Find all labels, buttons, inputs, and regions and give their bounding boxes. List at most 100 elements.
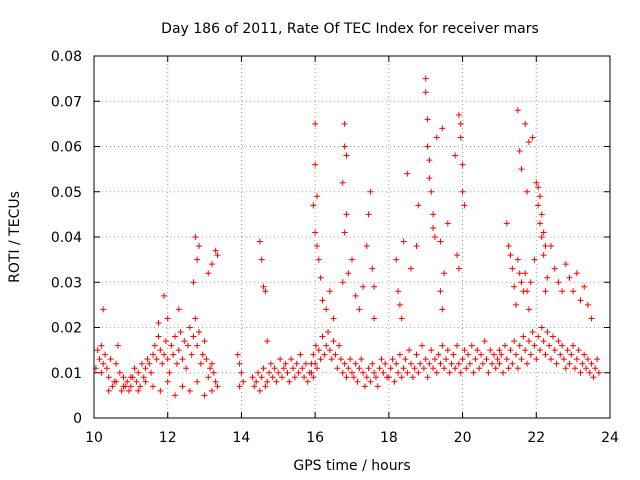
data-point [192,315,199,322]
data-point [507,347,514,354]
data-point [341,360,348,367]
data-point [455,265,462,272]
data-point [317,356,324,363]
data-point [437,238,444,245]
data-point [400,365,407,372]
data-point [457,134,464,141]
data-point [363,243,370,250]
data-point [559,288,566,295]
data-point [400,238,407,245]
grid [94,56,610,418]
data-point [170,351,177,358]
data-point [415,369,422,376]
data-point [459,188,466,195]
data-point [127,383,134,390]
y-tick-label: 0.07 [51,94,82,110]
data-point [365,365,372,372]
x-tick-label: 18 [380,430,398,446]
data-point [393,256,400,263]
data-point [518,356,525,363]
data-point [315,256,322,263]
data-point [258,374,265,381]
data-point [444,347,451,354]
data-point [186,387,193,394]
data-point [437,288,444,295]
data-point [419,342,426,349]
data-point [343,152,350,159]
data-point [148,369,155,376]
x-tick-label: 14 [233,430,251,446]
data-point [398,315,405,322]
data-point [256,238,263,245]
data-point [402,356,409,363]
data-point [286,378,293,385]
data-point [525,306,532,313]
data-point [264,338,271,345]
data-point [297,351,304,358]
data-point [489,360,496,367]
data-point [339,179,346,186]
data-point [441,270,448,277]
data-point [490,351,497,358]
data-point [98,369,105,376]
data-point [238,369,245,376]
data-point [100,360,107,367]
data-point [96,356,103,363]
data-point [326,288,333,295]
data-point [546,342,553,349]
data-point [566,360,573,367]
data-point [137,383,144,390]
y-tick-label: 0.03 [51,275,82,291]
data-point [516,148,523,155]
data-point [478,351,484,358]
data-point [325,329,332,336]
x-tick-label: 24 [601,430,619,446]
data-point [525,138,532,145]
data-point [435,351,442,358]
data-point [428,347,435,354]
data-point [573,270,580,277]
data-point [513,301,520,308]
data-point [376,365,383,372]
data-point [347,356,354,363]
data-point [284,369,291,376]
data-point [516,342,523,349]
data-point [535,333,542,340]
data-point [126,387,133,394]
data-point [518,166,525,173]
data-point [420,365,427,372]
y-tick-label: 0.01 [51,366,82,382]
data-point [312,360,319,367]
data-point [214,383,221,390]
data-point [389,356,396,363]
data-point [323,342,330,349]
data-point [396,351,403,358]
data-point [302,360,309,367]
data-point [413,243,420,250]
data-point [144,356,151,363]
data-point [511,283,518,290]
data-point [369,360,376,367]
data-point [459,161,466,168]
data-point [514,365,521,372]
x-tick-label: 20 [454,430,472,446]
data-point [345,270,352,277]
data-point [271,365,278,372]
data-point [452,365,459,372]
data-point [452,152,459,159]
data-point [330,338,337,345]
data-point [571,365,578,372]
data-point [330,315,337,322]
x-tick-label: 16 [306,430,324,446]
data-point [341,229,348,236]
data-point [437,360,444,367]
data-point [312,161,319,168]
data-point [374,383,381,390]
data-point [151,342,158,349]
data-point [172,333,179,340]
data-point [157,347,164,354]
data-point [360,283,367,290]
data-point [470,369,477,376]
x-axis-ticks: 10 12 14 16 18 20 22 24 [85,56,619,446]
data-point [142,378,149,385]
